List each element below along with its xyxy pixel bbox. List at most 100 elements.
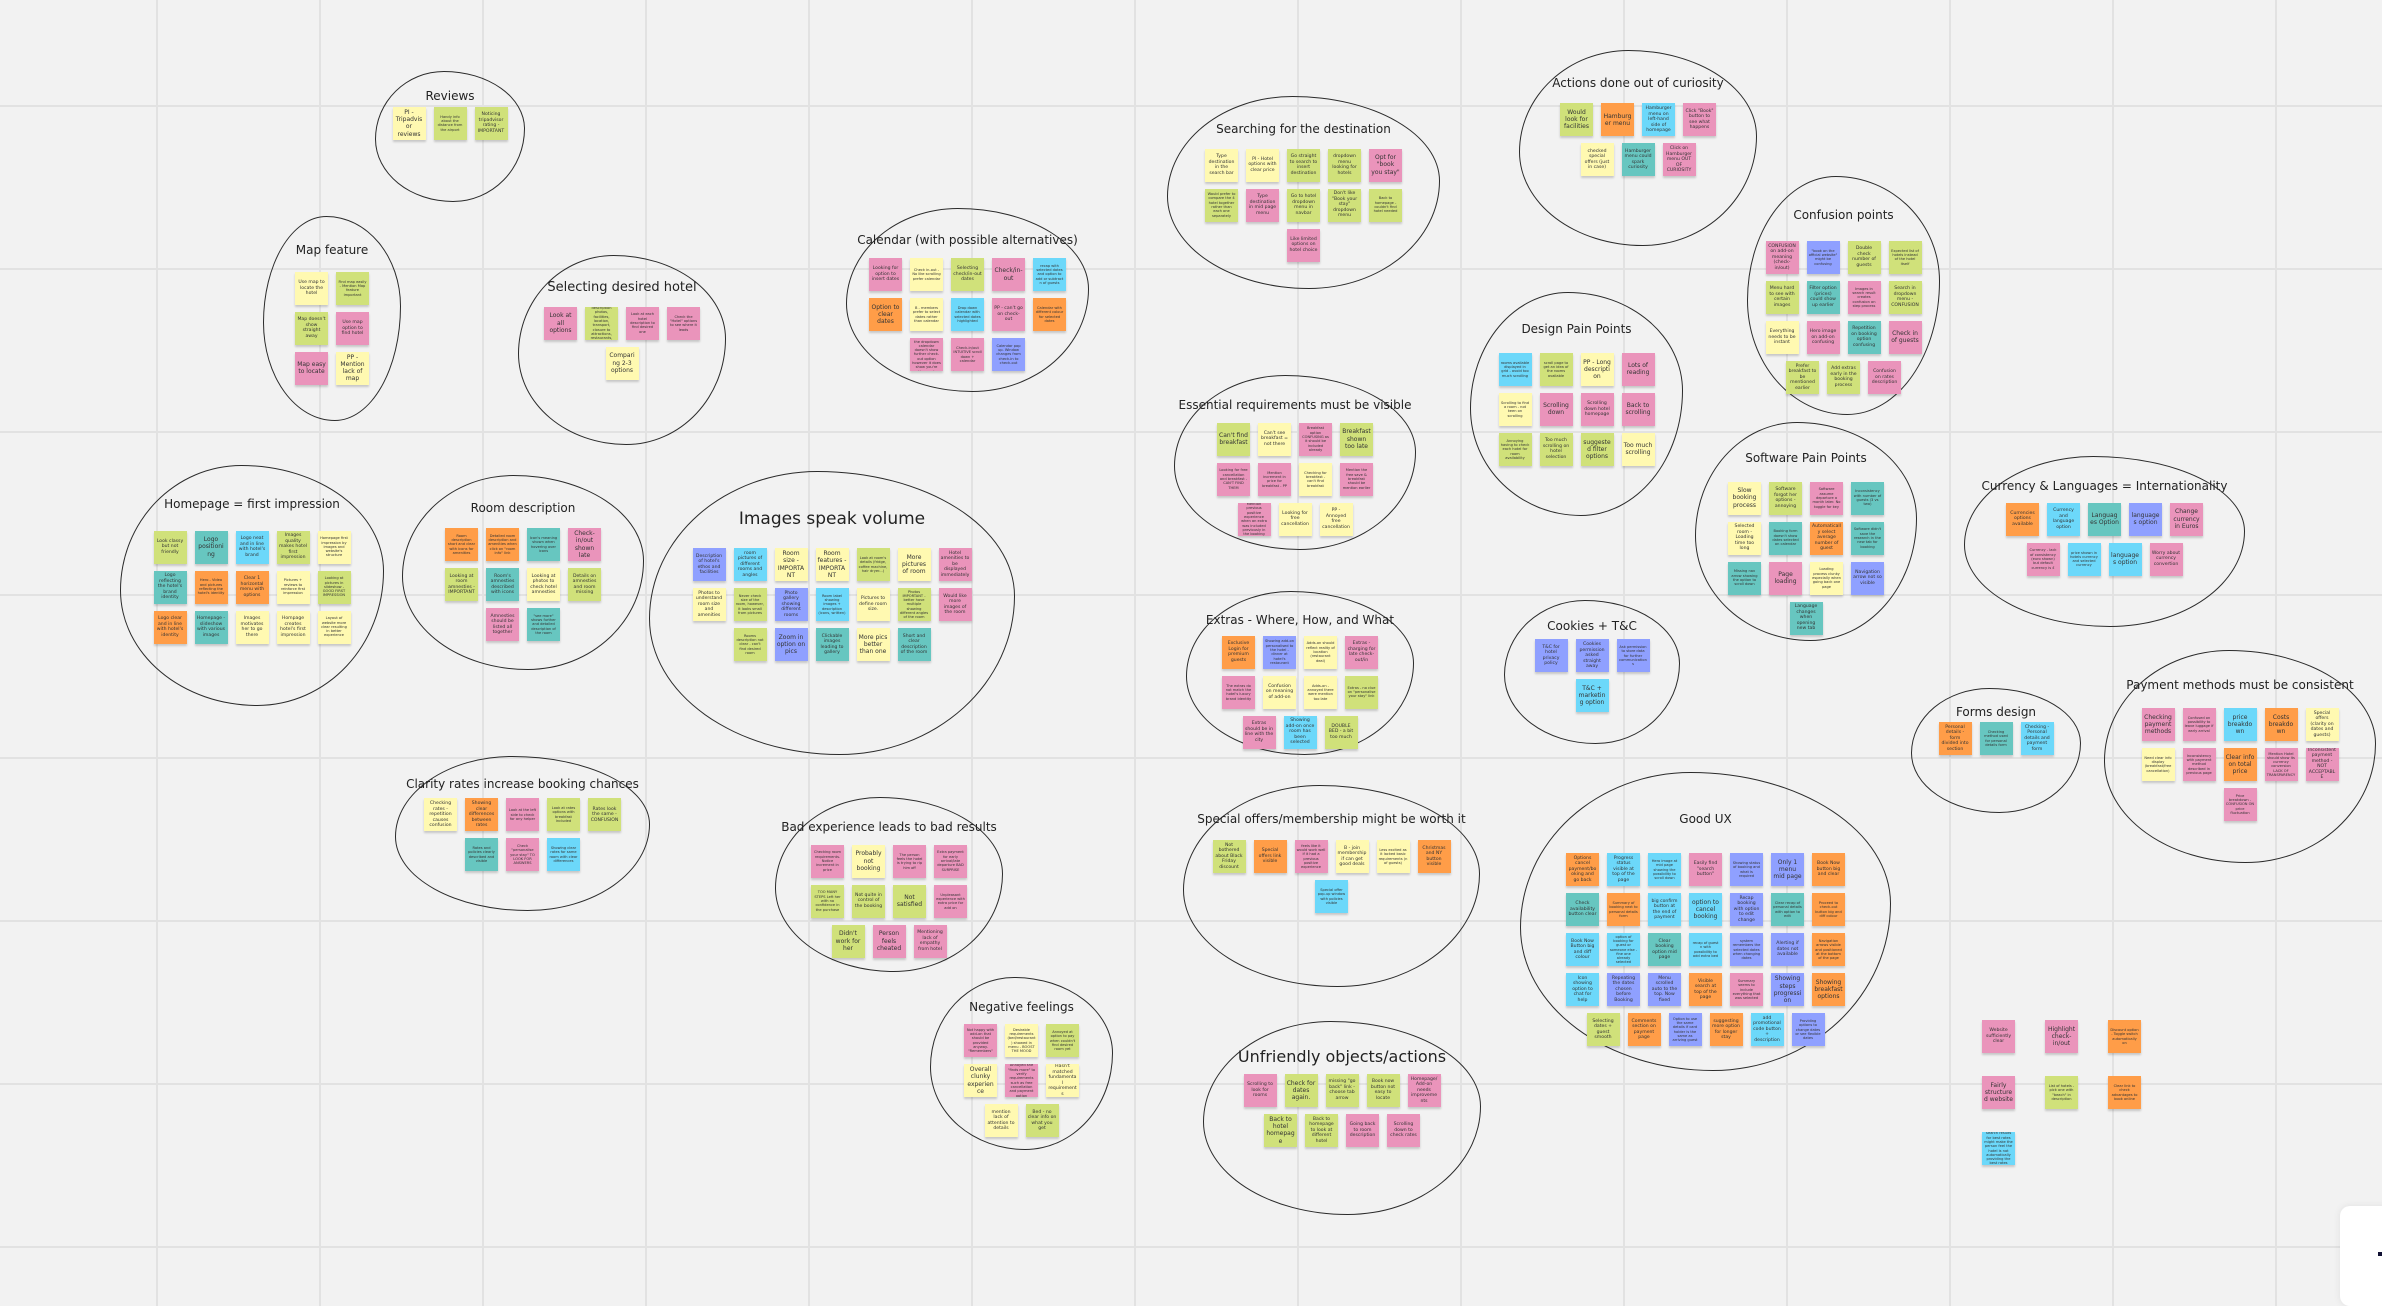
sticky-note[interactable]: PP - Annoyed free cancellation xyxy=(1319,502,1353,536)
sticky-note[interactable]: recap of guest n with possibility to add… xyxy=(1689,933,1722,967)
sticky-note[interactable]: Detailed room description and amenities … xyxy=(486,528,519,562)
sticky-note[interactable]: Room description short and clear with ic… xyxy=(445,528,478,562)
affinity-cluster[interactable]: Confusion points CONFUSION on add-on mean… xyxy=(1747,176,1940,415)
sticky-note[interactable]: Pictures to define room size. xyxy=(856,588,890,622)
sticky-note[interactable]: Details on amnesties and room missing xyxy=(568,568,601,602)
sticky-note[interactable]: Type destination in the search bar xyxy=(1205,148,1238,182)
sticky-note[interactable]: CONFUSION - the dropdown calendar doesn'… xyxy=(910,338,943,372)
sticky-note[interactable]: Extras - no clue on "personalise your st… xyxy=(1345,675,1378,709)
affinity-cluster[interactable]: Good UX Options cancel payment/booking an… xyxy=(1520,772,1891,1071)
sticky-note[interactable]: Back to scrolling xyxy=(1621,392,1655,426)
corner-panel[interactable] xyxy=(2340,1206,2382,1306)
sticky-note[interactable]: Special offers (clarity on dates and gue… xyxy=(2305,707,2339,741)
sticky-note[interactable]: Language changes when opening new tab xyxy=(1789,601,1823,635)
sticky-note[interactable]: T&C + marketing option xyxy=(1575,679,1609,713)
sticky-note[interactable]: checked special offers (just in case) xyxy=(1580,143,1614,177)
sticky-note[interactable]: Don't like "Book your stay" dropdown men… xyxy=(1328,188,1361,222)
sticky-note[interactable]: option to cancel booking xyxy=(1689,893,1722,927)
sticky-note[interactable]: Photos to understand room size and ameni… xyxy=(692,588,726,622)
sticky-note[interactable]: Adds-on should reflect reality of locati… xyxy=(1304,635,1337,669)
sticky-note[interactable]: T&C for hotel privacy policy xyxy=(1534,639,1568,673)
sticky-note[interactable]: Extras - charging for late check-out/in xyxy=(1345,635,1378,669)
sticky-note[interactable]: Not quite in control of the booking xyxy=(852,884,885,918)
sticky-note[interactable]: The person feels the hotel is trying to … xyxy=(893,844,926,878)
sticky-note[interactable]: Mention previous positive experience whe… xyxy=(1237,502,1271,536)
affinity-cluster[interactable]: Homepage = first impression Look classy b… xyxy=(120,465,384,706)
sticky-note[interactable]: Go to hotel dropdown menu in navbar xyxy=(1287,188,1320,222)
sticky-note[interactable]: "see more" shows further and detailed de… xyxy=(527,608,560,642)
sticky-note[interactable]: Look at hotel description photos, facili… xyxy=(585,306,618,340)
sticky-note[interactable]: Too much scrolling on hotel selection xyxy=(1539,432,1573,466)
sticky-note[interactable]: Mention the free save & breakfast should… xyxy=(1340,462,1373,496)
sticky-note[interactable]: Breakfast shown too late xyxy=(1340,422,1373,456)
sticky-note[interactable]: Checking for breakfast - can't find brea… xyxy=(1299,462,1332,496)
sticky-note[interactable]: feels like it would work well if it had … xyxy=(1294,840,1328,873)
sticky-note[interactable]: Mention increment in price for breakfast… xyxy=(1258,462,1291,496)
sticky-note[interactable]: B - members prefer to select dates rathe… xyxy=(910,298,943,332)
sticky-note[interactable]: Showing add-on personalised to the hotel… xyxy=(1263,635,1296,669)
sticky-note[interactable]: Room size - IMPORTANT xyxy=(774,548,808,582)
sticky-note[interactable]: Clear recap of personal details with opt… xyxy=(1771,893,1804,927)
sticky-note[interactable]: Desirable requirements (bed/restaurant) … xyxy=(1005,1024,1038,1058)
sticky-note[interactable]: Looking for option to insert dates xyxy=(869,258,902,292)
sticky-note[interactable]: Looking for free cancellation xyxy=(1278,502,1312,536)
sticky-note[interactable]: Menu scrolled auto to the top. Now fixed xyxy=(1648,973,1681,1007)
sticky-note[interactable]: Personal details - form divided into sec… xyxy=(1938,722,1972,756)
affinity-cluster[interactable]: Software Pain Points Slow booking process… xyxy=(1695,422,1917,641)
sticky-note[interactable]: Would look for facilities xyxy=(1560,103,1593,137)
sticky-note[interactable]: Homepage first impression by images and … xyxy=(317,530,351,564)
sticky-note[interactable]: Options cancel payment/booking and go ba… xyxy=(1566,853,1599,887)
sticky-note[interactable]: Worry about currency convertion xyxy=(2149,542,2183,576)
sticky-note[interactable]: Check availability button clear xyxy=(1566,893,1599,927)
sticky-note[interactable]: Not bothered about Black Friday discount xyxy=(1212,840,1246,873)
sticky-note[interactable]: Discount option - Toggle switch automati… xyxy=(2108,1020,2141,1053)
sticky-note[interactable]: Proceed to check-out button big and diff… xyxy=(1812,893,1845,927)
affinity-cluster[interactable]: Payment methods must be consistent Checki… xyxy=(2104,650,2376,863)
sticky-note[interactable]: Images in search result creates confusio… xyxy=(1847,280,1881,314)
sticky-note[interactable]: Inconsistent payment method - NOT ACCEPT… xyxy=(2305,747,2339,781)
sticky-note[interactable]: Pictures + reviews to reinforce first im… xyxy=(276,570,310,604)
sticky-note[interactable]: Not happy with add-on that should be pro… xyxy=(964,1024,997,1058)
sticky-note[interactable]: Check/in-out xyxy=(992,258,1025,292)
sticky-note[interactable]: Only 1 menu mid page xyxy=(1771,853,1804,887)
sticky-note[interactable]: PI - Hotel options with clear price xyxy=(1246,148,1279,182)
sticky-note[interactable]: dropdown menu looking for hotels xyxy=(1328,148,1361,182)
sticky-note[interactable]: Noticing tripadvisor rating - IMPORTANT xyxy=(474,106,508,140)
sticky-note[interactable]: Special offer pop-up window with policie… xyxy=(1315,880,1348,913)
sticky-note[interactable]: Room's amnesties described with icons xyxy=(486,568,519,602)
sticky-note[interactable]: Adds-on - annoyed there were mention too… xyxy=(1304,675,1337,709)
sticky-note[interactable]: Logo reflecting the hotel's brand identi… xyxy=(153,570,187,604)
sticky-note[interactable]: Check for dates again. xyxy=(1284,1073,1318,1107)
sticky-note[interactable]: Handy info about the distance from the a… xyxy=(433,106,467,140)
sticky-note[interactable]: Selected room - Loading time too long xyxy=(1728,521,1761,555)
sticky-note[interactable]: More pictures of room xyxy=(897,548,931,582)
sticky-note[interactable]: Clear booking option mid page xyxy=(1648,933,1681,967)
sticky-note[interactable]: Progress status visible at top of the pa… xyxy=(1607,853,1640,887)
sticky-note[interactable]: Overall clunky experience xyxy=(964,1064,997,1098)
sticky-note[interactable]: Everything needs to be instant xyxy=(1765,320,1799,354)
sticky-note[interactable]: Looking for free cancellation and breakf… xyxy=(1217,462,1250,496)
sticky-note[interactable]: Use map option to find hotel xyxy=(336,311,369,345)
sticky-note[interactable]: Logo clear and in line with hotel's iden… xyxy=(153,610,187,644)
affinity-cluster[interactable]: Negative feelings Not happy with add-on t… xyxy=(930,977,1113,1150)
sticky-note[interactable]: Search in dropdown menu - CONFUSION xyxy=(1888,280,1922,314)
sticky-note[interactable]: Hamburger menu could spark curiosity xyxy=(1621,143,1655,177)
sticky-note[interactable]: Annoying having to check each hotel for … xyxy=(1498,432,1532,466)
sticky-note[interactable]: Map easy to locate xyxy=(295,351,328,385)
sticky-note[interactable]: Highlight check-in/out xyxy=(2045,1020,2078,1053)
sticky-note[interactable]: Repeating the dates chosen before Bookin… xyxy=(1607,973,1640,1007)
affinity-cluster[interactable]: Extras - Where, How, and What Exclusive L… xyxy=(1186,591,1414,755)
sticky-note[interactable]: Check the "Hotel" options to see where i… xyxy=(667,306,700,340)
sticky-note[interactable]: Navigation arrow not so visible xyxy=(1851,561,1884,595)
affinity-cluster[interactable]: Clarity rates increase booking chances Ch… xyxy=(395,756,650,911)
affinity-cluster[interactable]: Actions done out of curiosity Would look … xyxy=(1519,50,1757,246)
sticky-note[interactable]: Description of hotel's ethos and facilit… xyxy=(692,548,726,582)
sticky-note[interactable]: Need clear info display (breakfast/free … xyxy=(2141,747,2175,781)
sticky-note[interactable]: Checking method used for personal detail… xyxy=(1979,722,2013,756)
sticky-note[interactable]: Christmas and NY button visible xyxy=(1417,840,1451,873)
sticky-note[interactable]: Look classy but not friendly xyxy=(153,530,187,564)
sticky-note[interactable]: Inconsistency with payment method descri… xyxy=(2182,747,2216,781)
sticky-note[interactable]: Less excited as it lacked basic requirem… xyxy=(1376,840,1410,873)
sticky-note[interactable]: Icon showing option to chat for help xyxy=(1566,973,1599,1007)
sticky-note[interactable]: Opt for "book you stay" xyxy=(1369,148,1402,182)
